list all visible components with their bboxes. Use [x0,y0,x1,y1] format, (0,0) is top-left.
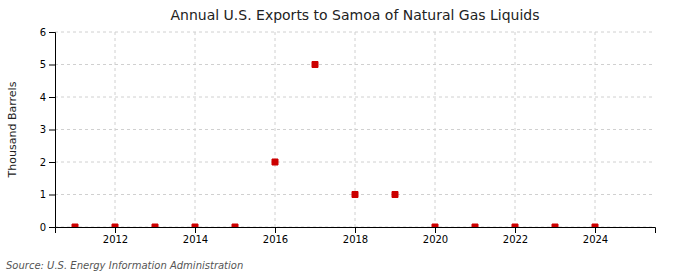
point [312,62,318,68]
y-tick-label: 2 [40,157,46,168]
y-tick: 0 [40,222,55,233]
point [512,224,518,227]
point [392,192,398,198]
y-tick-label: 4 [40,92,46,103]
y-tick-mark [49,130,55,131]
point [552,224,558,227]
y-tick-mark [49,162,55,163]
y-tick-label: 0 [40,222,46,233]
y-axis: 0 1 2 3 4 5 6 [40,27,56,233]
y-grid-line [55,97,655,98]
x-tick: 2024 [583,227,608,245]
x-tick: 2014 [183,227,208,245]
x-tick: 2018 [343,227,368,245]
x-tick-label: 2024 [583,234,608,245]
x-tick-mark [275,227,276,233]
point [192,224,198,227]
x-grid-line [435,32,436,227]
y-tick-label: 5 [40,59,46,70]
x-grid-line [275,32,276,227]
y-tick: 3 [40,124,55,135]
x-tick-label: 2012 [103,234,128,245]
y-tick: 6 [40,27,55,38]
x-axis-line [56,228,656,234]
x-tick-label: 2014 [183,234,208,245]
x-tick-label: 2022 [503,234,528,245]
point [72,224,78,227]
point [592,224,598,227]
y-tick-mark [49,65,55,66]
y-tick: 5 [40,59,55,70]
x-tick-mark [515,227,516,233]
y-axis-label: Thousand Barrels [6,81,19,178]
x-tick: 2016 [263,227,288,245]
x-tick: 2012 [103,227,128,245]
x-tick-label: 2018 [343,234,368,245]
y-tick: 1 [40,189,55,200]
x-grid-line [595,32,596,227]
y-tick: 4 [40,92,55,103]
y-tick-mark [49,97,55,98]
point [112,224,118,227]
y-tick-label: 1 [40,189,46,200]
chart-svg: 2012 2014 2016 2018 2020 2022 2024 0 1 2 3 4 5 6 Annua… [0,0,675,275]
x-tick: 2020 [423,227,448,245]
grid [55,32,655,227]
y-axis-line [49,33,56,228]
point [472,224,478,227]
annotation: Source: U.S. Energy Information Administ… [6,260,243,271]
x-tick-mark [355,227,356,233]
point [272,159,278,165]
y-tick-mark [49,32,55,33]
x-grid-line [195,32,196,227]
x-tick: 2022 [503,227,528,245]
points [72,62,598,228]
x-grid-line [115,32,116,227]
y-tick-mark [49,195,55,196]
x-tick-label: 2020 [423,234,448,245]
x-tick-mark [195,227,196,233]
x-tick-mark [595,227,596,233]
x-axis: 2012 2014 2016 2018 2020 2022 2024 [56,227,656,245]
point [232,224,238,227]
chart-container: 2012 2014 2016 2018 2020 2022 2024 0 1 2 3 4 5 6 Annua… [0,0,675,275]
x-grid-line [515,32,516,227]
point [432,224,438,227]
y-tick-label: 3 [40,124,46,135]
x-tick-mark [115,227,116,233]
x-tick-label: 2016 [263,234,288,245]
point [352,192,358,198]
title: Annual U.S. Exports to Samoa of Natural … [170,7,539,23]
point [152,224,158,227]
x-tick-mark [435,227,436,233]
y-grid-line [55,162,655,163]
y-tick-label: 6 [40,27,46,38]
y-tick: 2 [40,157,55,168]
y-tick-mark [49,227,55,228]
